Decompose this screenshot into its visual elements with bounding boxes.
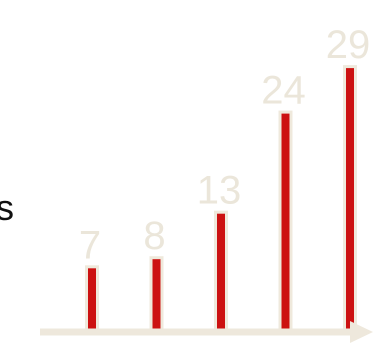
bar-1 — [88, 268, 96, 332]
bar-5 — [346, 68, 354, 332]
bar-4 — [281, 113, 290, 332]
bars-layer — [85, 65, 357, 332]
value-label-4: 24 — [261, 69, 306, 113]
value-label-2: 8 — [143, 214, 165, 258]
left-text-fragment: s — [0, 187, 14, 228]
value-label-3: 13 — [197, 169, 242, 213]
x-axis-arrowhead — [350, 321, 373, 343]
value-label-1: 7 — [79, 223, 101, 267]
bar-2 — [152, 259, 161, 332]
bar-3 — [217, 213, 225, 332]
value-labels-layer: 7 8 13 24 29 — [79, 23, 370, 267]
x-axis — [40, 321, 373, 343]
value-label-5: 29 — [326, 23, 371, 67]
